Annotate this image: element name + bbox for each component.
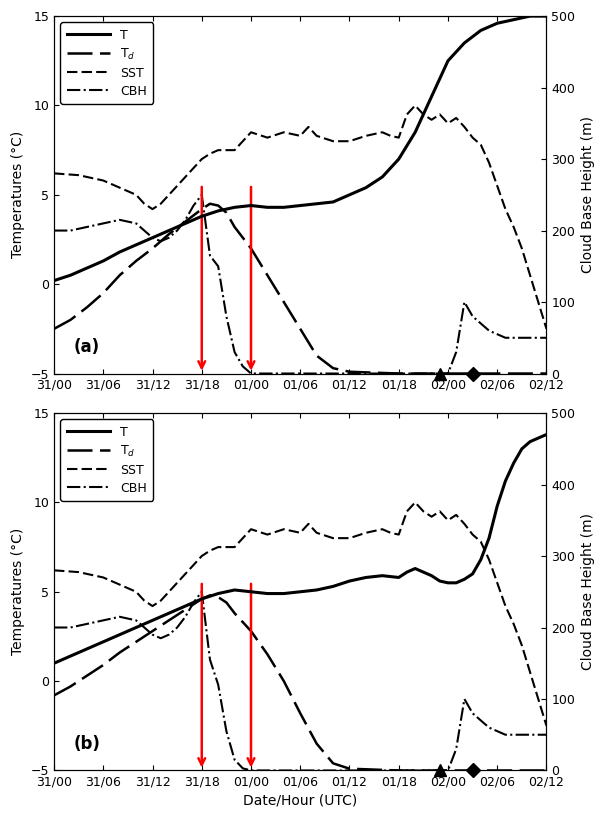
- Y-axis label: Temperatures (°C): Temperatures (°C): [11, 131, 25, 259]
- Y-axis label: Temperatures (°C): Temperatures (°C): [11, 528, 25, 655]
- Text: (b): (b): [74, 735, 101, 753]
- Text: (a): (a): [74, 337, 100, 355]
- Y-axis label: Cloud Base Height (m): Cloud Base Height (m): [581, 116, 595, 274]
- Legend: T, T$_d$, SST, CBH: T, T$_d$, SST, CBH: [60, 419, 153, 501]
- Y-axis label: Cloud Base Height (m): Cloud Base Height (m): [581, 514, 595, 670]
- X-axis label: Date/Hour (UTC): Date/Hour (UTC): [243, 794, 358, 808]
- Legend: T, T$_d$, SST, CBH: T, T$_d$, SST, CBH: [60, 22, 153, 104]
